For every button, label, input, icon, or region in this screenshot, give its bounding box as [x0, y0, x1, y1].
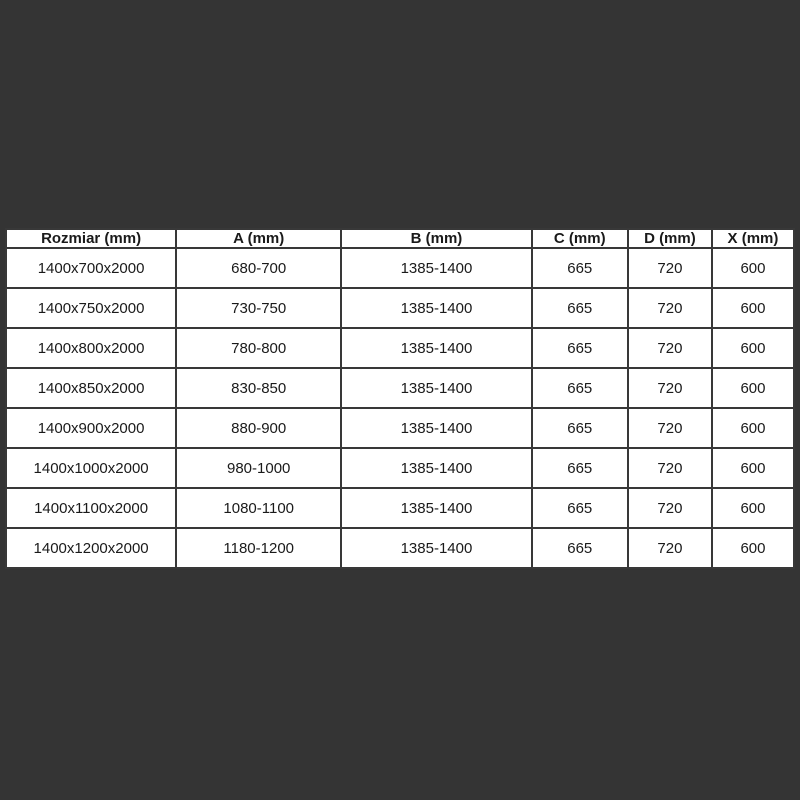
table-row: 1400x1000x2000 980-1000 1385-1400 665 720 600 — [4, 447, 796, 489]
table-cell: 600 — [710, 487, 796, 529]
table-cell: 720 — [626, 447, 713, 489]
table-cell: 1080-1100 — [175, 487, 343, 529]
dimensions-table-container: Rozmiar (mm) A (mm) B (mm) C (mm) D (mm) X (m… — [4, 228, 796, 569]
table-cell: 720 — [626, 327, 713, 369]
table-cell: 1400x1100x2000 — [4, 487, 178, 529]
table-cell: 880-900 — [175, 407, 343, 449]
table-cell: 665 — [530, 447, 629, 489]
table-cell: 1385-1400 — [340, 487, 533, 529]
table-cell: 1385-1400 — [340, 287, 533, 329]
table-cell: 730-750 — [175, 287, 343, 329]
dimensions-table: Rozmiar (mm) A (mm) B (mm) C (mm) D (mm) X (m… — [4, 228, 796, 569]
table-cell: 1400x900x2000 — [4, 407, 178, 449]
table-cell: 665 — [530, 407, 629, 449]
table-body: 1400x700x2000 680-700 1385-1400 665 720 600 14… — [4, 247, 796, 569]
table-cell: 720 — [626, 527, 713, 569]
table-cell: 1385-1400 — [340, 247, 533, 289]
table-cell: 1400x700x2000 — [4, 247, 178, 289]
table-cell: 1385-1400 — [340, 407, 533, 449]
column-header: A (mm) — [175, 228, 343, 249]
table-cell: 1385-1400 — [340, 367, 533, 409]
table-cell: 720 — [626, 287, 713, 329]
column-header: D (mm) — [626, 228, 713, 249]
table-cell: 600 — [710, 287, 796, 329]
table-cell: 665 — [530, 367, 629, 409]
table-cell: 1400x1200x2000 — [4, 527, 178, 569]
table-cell: 680-700 — [175, 247, 343, 289]
table-cell: 1385-1400 — [340, 527, 533, 569]
table-cell: 1400x850x2000 — [4, 367, 178, 409]
column-header: B (mm) — [340, 228, 533, 249]
table-cell: 720 — [626, 487, 713, 529]
table-cell: 720 — [626, 407, 713, 449]
table-cell: 980-1000 — [175, 447, 343, 489]
table-cell: 780-800 — [175, 327, 343, 369]
table-cell: 720 — [626, 367, 713, 409]
table-cell: 1385-1400 — [340, 327, 533, 369]
table-cell: 600 — [710, 367, 796, 409]
table-cell: 1400x750x2000 — [4, 287, 178, 329]
table-row: 1400x850x2000 830-850 1385-1400 665 720 600 — [4, 367, 796, 409]
table-header: Rozmiar (mm) A (mm) B (mm) C (mm) D (mm) X (m… — [4, 228, 796, 249]
table-cell: 830-850 — [175, 367, 343, 409]
table-cell: 665 — [530, 487, 629, 529]
table-row: 1400x900x2000 880-900 1385-1400 665 720 600 — [4, 407, 796, 449]
table-cell: 600 — [710, 327, 796, 369]
column-header: Rozmiar (mm) — [4, 228, 178, 249]
table-row: 1400x1100x2000 1080-1100 1385-1400 665 720 60… — [4, 487, 796, 529]
table-cell: 1385-1400 — [340, 447, 533, 489]
table-row: 1400x750x2000 730-750 1385-1400 665 720 600 — [4, 287, 796, 329]
table-cell: 600 — [710, 527, 796, 569]
table-cell: 720 — [626, 247, 713, 289]
table-cell: 665 — [530, 327, 629, 369]
table-cell: 1400x800x2000 — [4, 327, 178, 369]
table-row: 1400x800x2000 780-800 1385-1400 665 720 600 — [4, 327, 796, 369]
header-row: Rozmiar (mm) A (mm) B (mm) C (mm) D (mm) X (m… — [4, 228, 796, 249]
column-header: X (mm) — [710, 228, 796, 249]
table-row: 1400x1200x2000 1180-1200 1385-1400 665 720 60… — [4, 527, 796, 569]
table-cell: 600 — [710, 407, 796, 449]
table-cell: 665 — [530, 287, 629, 329]
table-cell: 600 — [710, 447, 796, 489]
table-cell: 665 — [530, 527, 629, 569]
table-cell: 665 — [530, 247, 629, 289]
table-cell: 1400x1000x2000 — [4, 447, 178, 489]
table-cell: 1180-1200 — [175, 527, 343, 569]
column-header: C (mm) — [530, 228, 629, 249]
table-row: 1400x700x2000 680-700 1385-1400 665 720 600 — [4, 247, 796, 289]
table-cell: 600 — [710, 247, 796, 289]
